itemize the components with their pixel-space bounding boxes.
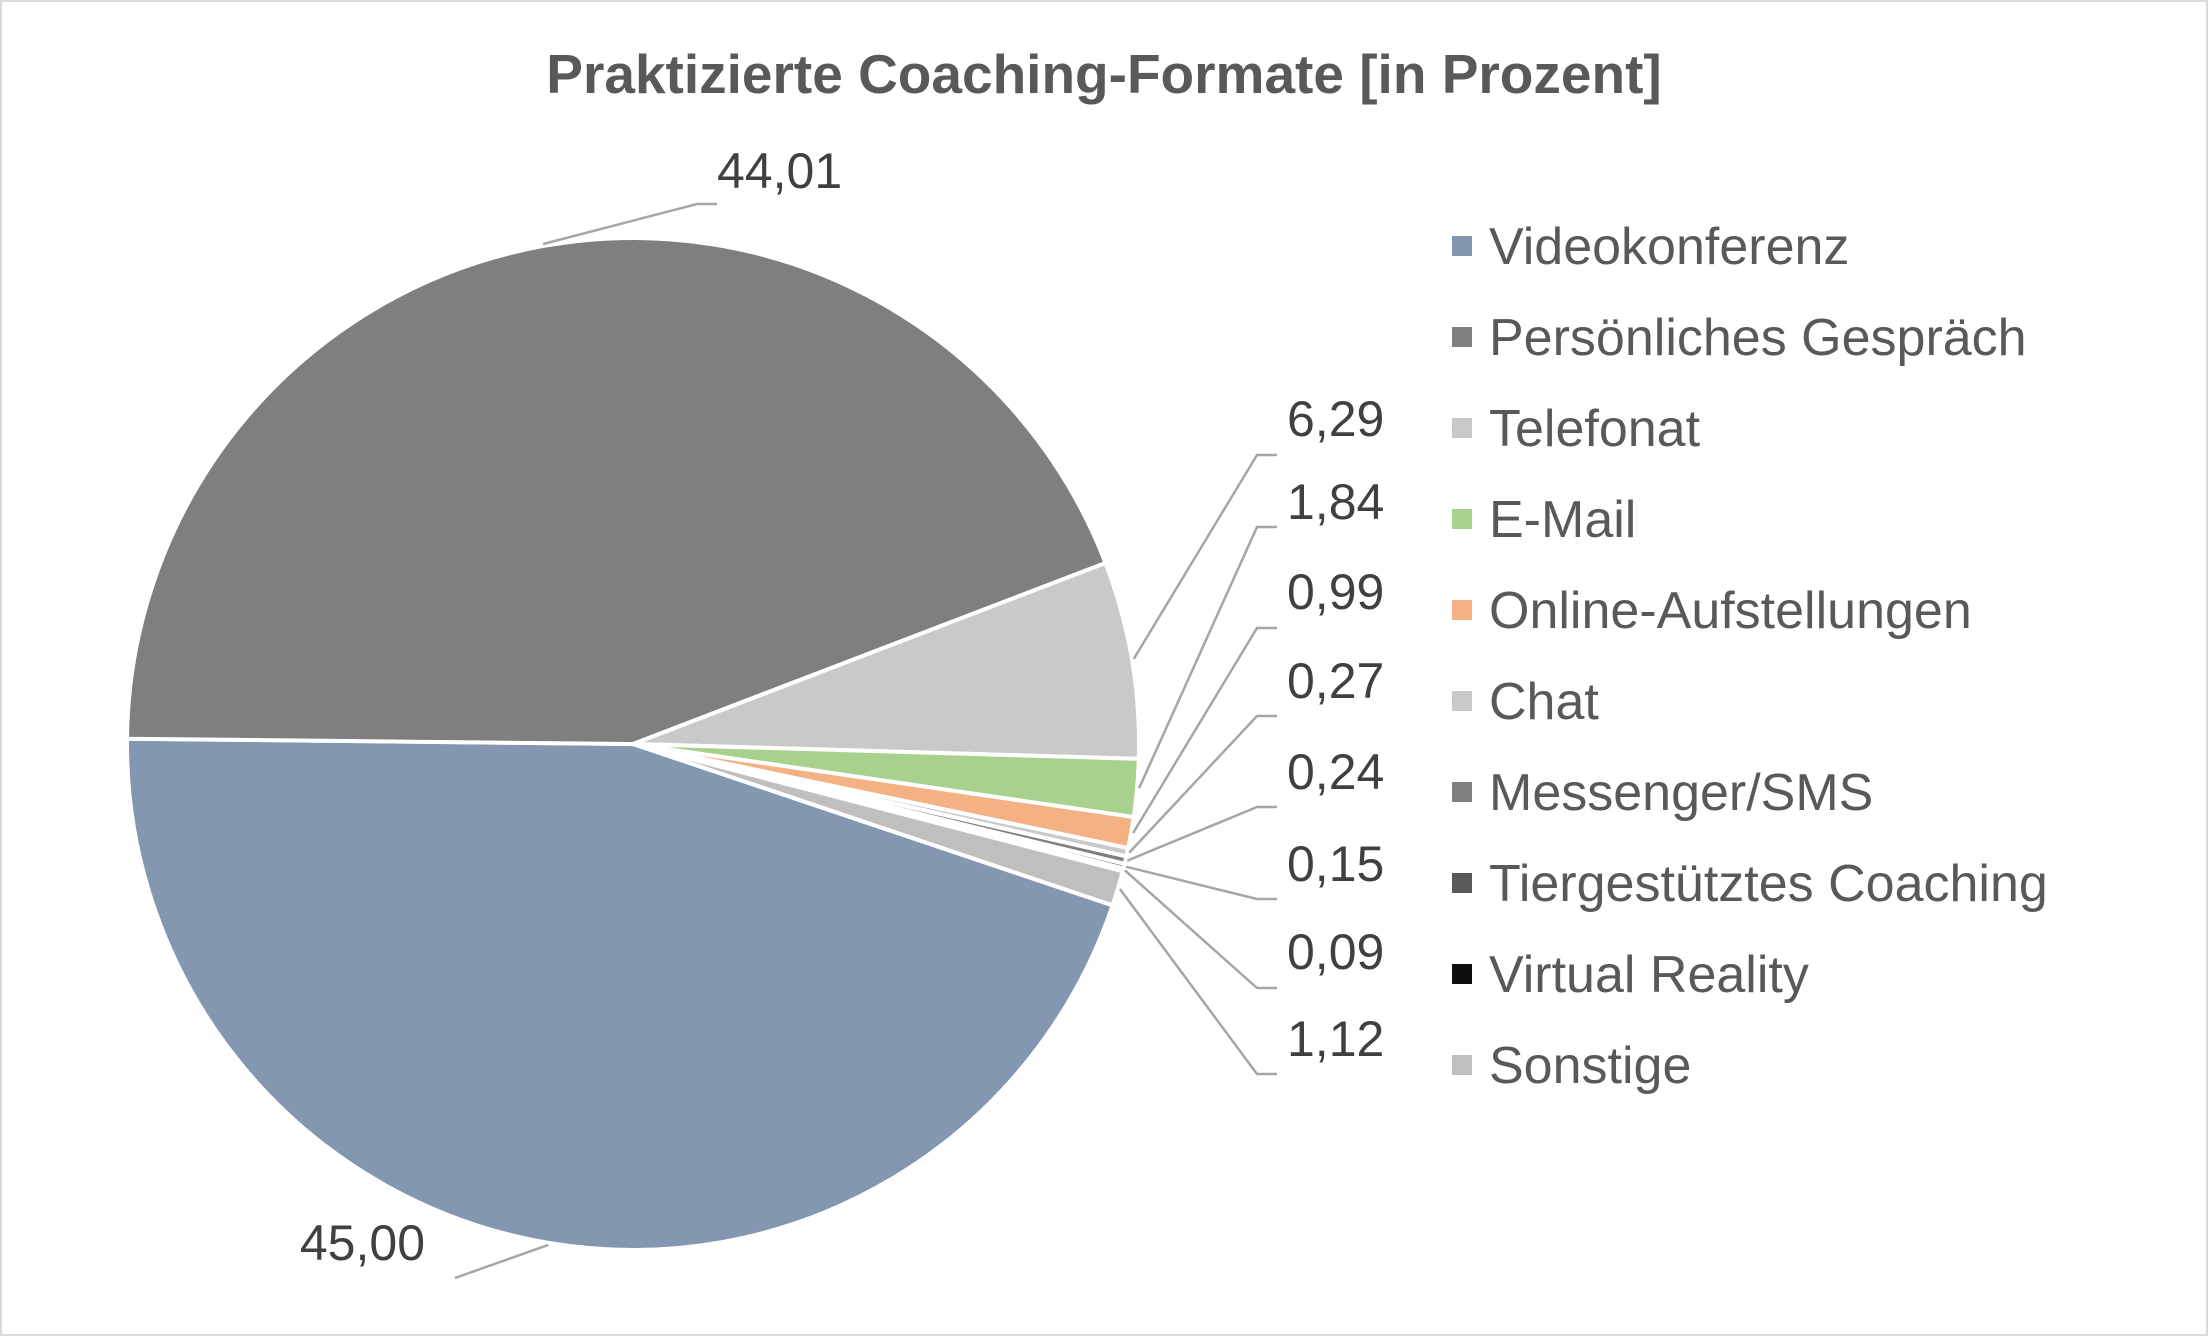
legend-swatch [1452,873,1472,893]
data-label: 1,84 [1287,474,1384,530]
pie-slice-sonstige [631,742,1125,908]
legend-swatch [1452,691,1472,711]
data-label: 0,24 [1287,744,1384,800]
legend-swatch [1452,327,1472,347]
data-label: 0,15 [1287,836,1384,892]
legend-swatch [1452,600,1472,620]
legend-label: E-Mail [1489,491,1636,549]
leader-line [1126,805,1277,862]
legend-swatch [1452,418,1472,438]
leader-line [454,1243,549,1280]
legend-swatch [1452,782,1472,802]
data-label: 0,99 [1287,564,1384,620]
pie-slices [125,236,1141,1252]
leader-line [1132,626,1277,834]
leader-lines [454,202,1277,1280]
legend-label: Chat [1489,673,1599,731]
leader-line [1125,865,1277,901]
chart-title: Praktizierte Coaching-Formate [in Prozen… [546,43,1661,105]
legend: Videokonferenz Persönliches Gespräch Telef… [1452,218,2048,1095]
leader-line [1118,888,1277,1076]
data-labels: 45,00 44,01 6,29 1,84 0,99 0,27 0,24 0,15 0,09 1,… [300,143,1384,1271]
legend-label: Messenger/SMS [1489,764,1873,822]
data-label: 45,00 [300,1215,425,1271]
leader-line [1137,525,1277,789]
leader-line [1132,453,1277,660]
leader-line [542,202,717,246]
legend-label: Sonstige [1489,1037,1691,1095]
pie-slice-pers-nliches-gespr-ch [125,236,1108,746]
data-label: 44,01 [717,143,842,199]
pie-slice-telefonat [631,560,1141,761]
legend-label: Virtual Reality [1489,946,1809,1004]
pie-slice-videokonferenz [125,736,1115,1252]
legend-label: Persönliches Gespräch [1489,309,2027,367]
legend-swatch [1452,964,1472,984]
leader-line [1124,869,1277,990]
data-label: 0,27 [1287,653,1384,709]
legend-label: Videokonferenz [1489,218,1849,276]
data-label: 6,29 [1287,391,1384,447]
legend-swatch [1452,1055,1472,1075]
legend-swatch [1452,236,1472,256]
legend-label: Online-Aufstellungen [1489,582,1972,640]
data-label: 1,12 [1287,1011,1384,1067]
legend-label: Telefonat [1489,400,1701,458]
legend-swatch [1452,509,1472,529]
legend-label: Tiergestütztes Coaching [1489,855,2048,913]
data-label: 0,09 [1287,924,1384,980]
leader-line [1128,714,1277,854]
